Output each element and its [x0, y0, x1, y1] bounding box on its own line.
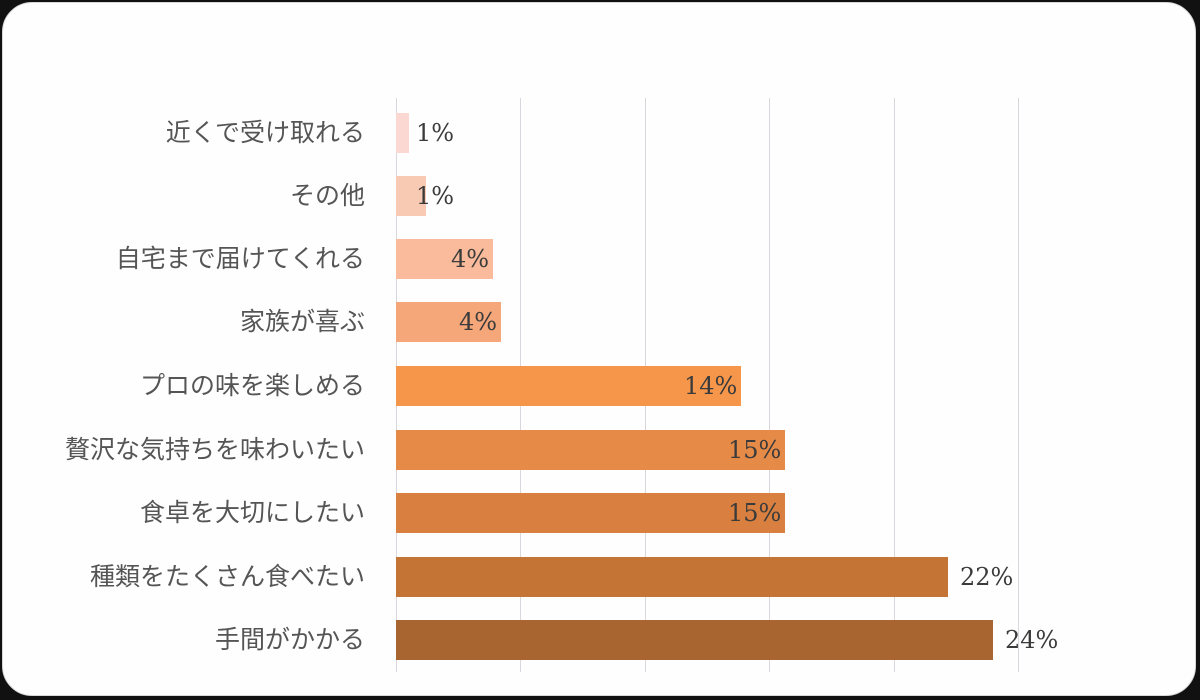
value-label: 4%	[451, 245, 490, 273]
value-label: 1%	[416, 119, 455, 147]
bar	[396, 620, 993, 660]
value-label: 15%	[728, 499, 782, 527]
bar	[396, 493, 785, 533]
gridline	[894, 98, 895, 672]
bar	[396, 176, 426, 216]
bar	[396, 557, 948, 597]
value-label: 15%	[728, 436, 782, 464]
value-label: 4%	[459, 308, 498, 336]
bar	[396, 366, 741, 406]
category-label: 自宅まで届けてくれる	[115, 244, 365, 273]
category-label: 贅沢な気持ちを味わいたい	[64, 435, 365, 464]
gridline	[1018, 98, 1019, 672]
gridline	[769, 98, 770, 672]
bar	[396, 302, 501, 342]
category-label: 近くで受け取れる	[165, 118, 365, 147]
category-label: 食卓を大切にしたい	[139, 498, 365, 527]
value-label: 24%	[1005, 626, 1059, 654]
bar	[396, 430, 785, 470]
category-label: 手間がかかる	[214, 625, 365, 654]
category-label: 種類をたくさん食べたい	[89, 562, 365, 591]
category-label: プロの味を楽しめる	[139, 371, 365, 400]
value-label: 14%	[684, 372, 738, 400]
value-label: 1%	[416, 182, 455, 210]
bar	[396, 113, 409, 153]
category-label: 家族が喜ぶ	[239, 307, 365, 336]
value-label: 22%	[960, 563, 1014, 591]
category-label: その他	[289, 181, 365, 210]
bar	[396, 239, 493, 279]
